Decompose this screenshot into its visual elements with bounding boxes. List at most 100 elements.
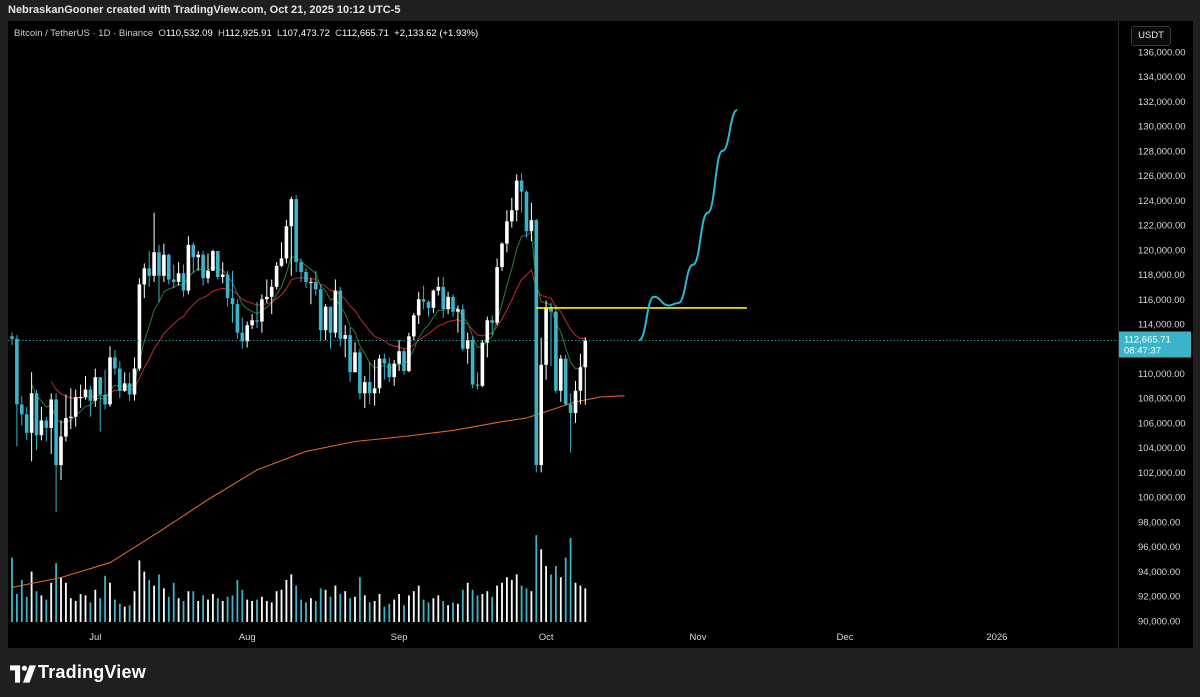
candle-body[interactable] [470,340,475,385]
candle-body[interactable] [573,390,578,414]
candle-body[interactable] [568,404,573,414]
candle-body[interactable] [73,396,78,417]
candle-body[interactable] [441,286,445,310]
candle-body[interactable] [88,389,93,401]
candle-body[interactable] [162,254,166,276]
candle-body[interactable] [142,268,147,285]
candle-body[interactable] [309,281,313,283]
candle-body[interactable] [191,244,196,258]
candle-body[interactable] [206,270,210,279]
candle-body[interactable] [475,384,480,386]
candle-body[interactable] [211,251,215,271]
candle-body[interactable] [34,393,39,436]
candle-body[interactable] [64,417,68,437]
candle-body[interactable] [382,358,387,364]
candle-body[interactable] [44,420,49,428]
candle-body[interactable] [83,389,88,397]
candle-body[interactable] [98,377,102,395]
candle-body[interactable] [367,382,372,394]
candle-body[interactable] [480,342,485,386]
candle-body[interactable] [171,279,176,282]
candle-body[interactable] [147,268,151,276]
chart-pane[interactable] [8,21,1118,648]
candle-body[interactable] [216,251,220,278]
candle-body[interactable] [377,358,382,389]
candle-body[interactable] [113,357,117,369]
candle-body[interactable] [284,226,289,259]
candle-body[interactable] [431,290,436,308]
candle-body[interactable] [152,252,156,276]
projection-path[interactable] [638,109,738,342]
candle-body[interactable] [304,272,308,282]
candle-body[interactable] [490,320,494,323]
candle-body[interactable] [446,296,450,310]
candle-body[interactable] [181,273,186,291]
candle-body[interactable] [201,254,205,279]
candle-body[interactable] [245,325,249,342]
candle-body[interactable] [451,296,455,312]
candle-body[interactable] [39,420,44,436]
candle-body[interactable] [20,404,24,415]
candle-body[interactable] [225,274,230,299]
candle-body[interactable] [554,311,558,391]
candle-body[interactable] [465,340,470,349]
candle-body[interactable] [519,180,524,192]
candle-body[interactable] [220,274,225,278]
candle-body[interactable] [314,281,318,290]
candle-body[interactable] [578,367,583,391]
candle-body[interactable] [15,338,19,405]
candle-body[interactable] [510,210,514,222]
candle-body[interactable] [363,382,367,394]
candle-body[interactable] [186,244,191,291]
currency-button[interactable]: USDT [1131,26,1171,46]
candle-body[interactable] [343,335,347,339]
candle-body[interactable] [583,340,588,368]
candle-body[interactable] [54,399,58,465]
candle-body[interactable] [461,309,465,349]
candle-body[interactable] [10,336,14,339]
chart-canvas[interactable]: 136,000.00 134,000.00 132,000.00 130,000.00… [0,0,1200,652]
candle-body[interactable] [328,306,333,333]
candle-body[interactable] [167,254,171,280]
candle-body[interactable] [132,368,137,395]
candle-body[interactable] [456,309,460,312]
candle-body[interactable] [534,220,539,465]
candle-body[interactable] [426,301,431,308]
candle-body[interactable] [78,396,83,398]
candle-body[interactable] [416,299,421,316]
symbol-label[interactable]: Bitcoin / TetherUS · 1D · Binance [14,28,154,39]
candle-body[interactable] [485,320,490,343]
candle-body[interactable] [323,306,328,331]
candle-body[interactable] [495,267,499,323]
candle-body[interactable] [563,358,568,405]
candle-body[interactable] [137,284,142,369]
candle-body[interactable] [127,383,132,395]
candle-body[interactable] [524,191,529,232]
candle-body[interactable] [59,436,63,465]
candle-body[interactable] [108,357,112,405]
candle-body[interactable] [103,394,107,405]
candle-body[interactable] [407,336,411,371]
candle-body[interactable] [539,364,543,465]
candle-body[interactable] [529,220,534,232]
candle-body[interactable] [544,307,548,365]
candle-body[interactable] [318,289,323,331]
candle-body[interactable] [157,252,161,276]
candle-body[interactable] [500,243,504,268]
candle-body[interactable] [436,286,441,291]
candle-body[interactable] [549,307,553,312]
candle-body[interactable] [559,358,563,391]
candle-body[interactable] [265,296,269,300]
candle-body[interactable] [230,298,235,305]
candle-body[interactable] [412,315,416,337]
candle-body[interactable] [421,299,426,302]
candle-body[interactable] [24,414,29,433]
candle-body[interactable] [333,290,338,333]
candle-body[interactable] [289,199,294,227]
candle-body[interactable] [93,377,98,401]
candle-body[interactable] [514,180,519,211]
candle-body[interactable] [49,399,53,428]
candle-body[interactable] [358,352,362,394]
candle-body[interactable] [240,332,245,342]
candle-body[interactable] [69,416,73,418]
